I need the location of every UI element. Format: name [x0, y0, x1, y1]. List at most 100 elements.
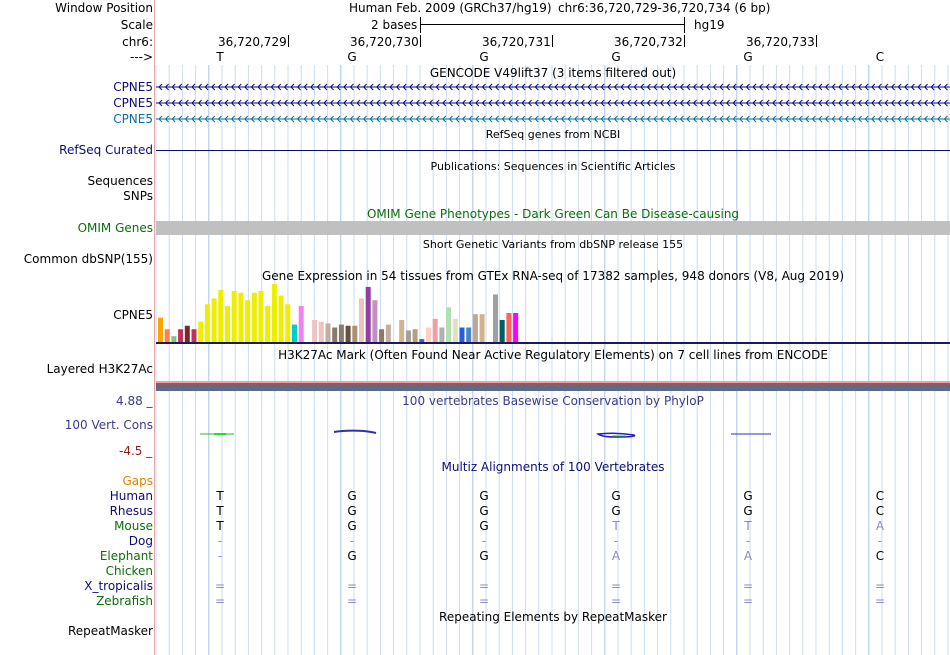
gtex-track-label[interactable]: CPNE5 [113, 308, 153, 322]
gtex-tissue-bar [158, 317, 163, 342]
h3k27ac-signal-layer [156, 383, 950, 387]
gencode-gene-1-label[interactable]: CPNE5 [113, 80, 153, 94]
gtex-tissue-bar [312, 319, 318, 342]
gtex-tissue-bar [459, 327, 465, 342]
omim-track-label[interactable]: OMIM Genes [77, 221, 153, 235]
gtex-expression-chart[interactable] [156, 284, 950, 346]
reference-base: G [347, 50, 357, 64]
multiz-aligned-base: G [479, 519, 489, 533]
gtex-tissue-bar [513, 313, 519, 342]
gtex-tissue-bar [499, 319, 505, 342]
reference-base: G [743, 50, 753, 64]
gtex-tissue-bar [472, 314, 478, 342]
multiz-species-label[interactable]: Chicken [105, 564, 153, 578]
gtex-tissue-bar [359, 298, 364, 342]
multiz-species-label[interactable]: Mouse [114, 519, 153, 533]
scale-bar [420, 24, 684, 25]
multiz-aligned-base: = [478, 594, 490, 608]
gencode-gene-2-label[interactable]: CPNE5 [113, 96, 153, 110]
ruler-position: 36,720,731 [482, 35, 551, 49]
scale-value: 2 bases [371, 18, 418, 32]
strand-label: ---> [129, 50, 153, 64]
multiz-aligned-base: - [217, 549, 223, 563]
omim-track-title: OMIM Gene Phenotypes - Dark Green Can Be… [366, 207, 740, 221]
gtex-tissue-bar [506, 313, 512, 342]
ruler-position: 36,720,733 [746, 35, 815, 49]
refseq-track-title: RefSeq genes from NCBI [485, 128, 621, 141]
multiz-aligned-base: - [481, 534, 487, 548]
gtex-tissue-bar [419, 339, 425, 342]
gtex-tissue-bar [452, 318, 458, 342]
gtex-tissue-bar [493, 294, 498, 342]
gtex-tissue-bar [251, 292, 257, 342]
multiz-aligned-base: G [347, 549, 357, 563]
repeatmasker-track-title: Repeating Elements by RepeatMasker [439, 610, 667, 624]
refseq-track-label[interactable]: RefSeq Curated [59, 143, 153, 157]
strand-chevrons [158, 99, 948, 107]
multiz-aligned-base: = [742, 579, 754, 593]
multiz-species-label[interactable]: Zebrafish [96, 594, 153, 608]
strand-chevrons [158, 83, 948, 91]
gtex-tissue-bar [412, 329, 418, 342]
refseq-gene-line[interactable] [156, 150, 950, 151]
multiz-aligned-base: = [346, 594, 358, 608]
scale-db: hg19 [694, 18, 725, 32]
ruler-tick [552, 35, 553, 47]
multiz-aligned-base: A [743, 549, 753, 563]
multiz-aligned-base: G [347, 504, 357, 518]
multiz-species-label[interactable]: Rhesus [109, 504, 153, 518]
assembly-name: Human Feb. 2009 (GRCh37/hg19) [349, 1, 552, 15]
omim-phenotype-bar[interactable] [156, 221, 950, 235]
phylop-track-label[interactable]: 100 Vert. Cons [64, 418, 153, 432]
gtex-tissue-bar [399, 319, 405, 342]
phylop-conservation-signal[interactable] [156, 424, 950, 444]
scale-bar-right-tick [684, 17, 685, 33]
phylop-max-value: 4.88 _ [116, 394, 153, 408]
dbsnp-track-title: Short Genetic Variants from dbSNP releas… [422, 238, 684, 251]
multiz-aligned-base: = [742, 594, 754, 608]
dbsnp-track-label[interactable]: Common dbSNP(155) [23, 252, 153, 266]
multiz-aligned-base: G [347, 489, 357, 503]
multiz-aligned-base: = [874, 579, 886, 593]
multiz-aligned-base: - [613, 534, 619, 548]
gtex-tissue-bar [318, 321, 324, 342]
gencode-gene-features[interactable] [156, 80, 950, 126]
gtex-tissue-bar [352, 325, 358, 342]
gencode-gene-3-label[interactable]: CPNE5 [113, 112, 153, 126]
gtex-tissue-bar [271, 284, 277, 342]
multiz-species-label[interactable]: X_tropicalis [84, 579, 153, 593]
repeatmasker-track-label[interactable]: RepeatMasker [67, 624, 153, 638]
multiz-species-label[interactable]: Elephant [99, 549, 153, 563]
gtex-tissue-bar [372, 300, 378, 342]
multiz-aligned-base: A [875, 519, 885, 533]
h3k27ac-track-label[interactable]: Layered H3K27Ac [46, 362, 153, 376]
multiz-aligned-base: G [743, 504, 753, 518]
gtex-tissue-bar [405, 330, 411, 342]
position-readout[interactable]: chr6:36,720,729-36,720,734 (6 bp) [558, 1, 771, 15]
ruler-position: 36,720,730 [350, 35, 419, 49]
gtex-tissue-bar [332, 327, 338, 342]
publications-sequences-label[interactable]: Sequences [87, 174, 153, 188]
gtex-tissue-bar [338, 324, 344, 342]
multiz-aligned-base: = [610, 594, 622, 608]
phylop-min-value: -4.5 _ [119, 444, 153, 458]
multiz-aligned-base: T [216, 519, 224, 533]
gtex-tissue-bar [178, 329, 184, 342]
multiz-gaps-label[interactable]: Gaps [122, 474, 153, 488]
chrom-label: chr6: [122, 35, 153, 49]
multiz-aligned-base: = [874, 594, 886, 608]
gencode-track-title: GENCODE V49lift37 (3 items filtered out) [429, 66, 677, 80]
multiz-species-label[interactable]: Dog [128, 534, 153, 548]
reference-base: G [611, 50, 621, 64]
scale-label: Scale [120, 18, 153, 32]
gtex-tissue-bar [426, 327, 431, 342]
multiz-species-label[interactable]: Human [109, 489, 153, 503]
multiz-aligned-base: = [214, 594, 226, 608]
publications-snps-label[interactable]: SNPs [123, 189, 153, 203]
ruler-tick [420, 35, 421, 47]
multiz-aligned-base: C [875, 489, 885, 503]
gtex-tissue-bar [204, 304, 210, 342]
h3k27ac-track-title: H3K27Ac Mark (Often Found Near Active Re… [278, 348, 828, 362]
scale-bar-left-tick [420, 17, 421, 33]
multiz-aligned-base: A [611, 549, 621, 563]
